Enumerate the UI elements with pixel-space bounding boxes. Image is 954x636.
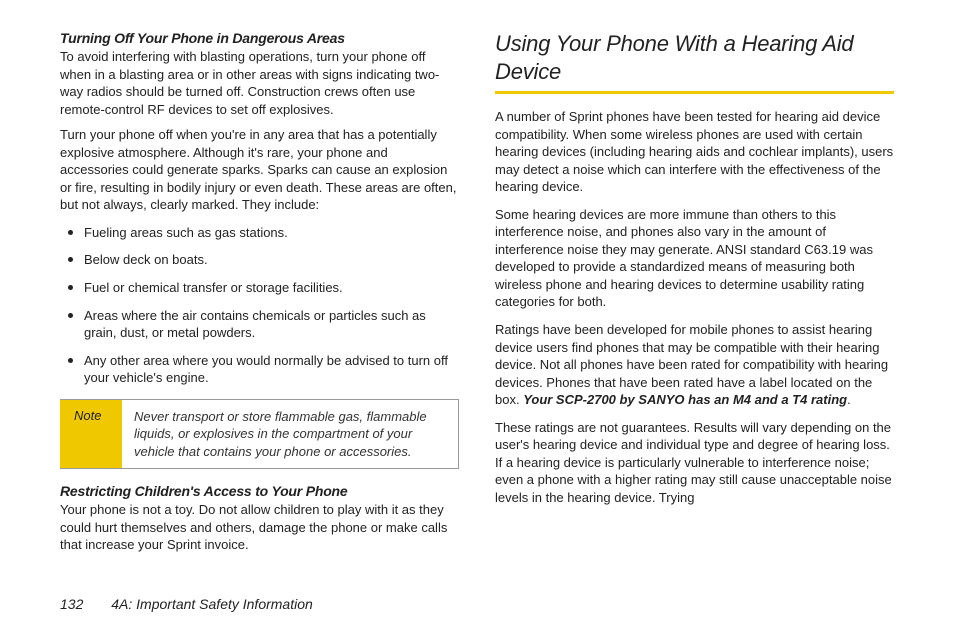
list-item: Below deck on boats. — [60, 251, 459, 269]
note-label: Note — [60, 400, 122, 469]
page-number: 132 — [60, 596, 83, 612]
list-item: Fueling areas such as gas stations. — [60, 224, 459, 242]
para-children: Your phone is not a toy. Do not allow ch… — [60, 501, 459, 554]
list-item: Areas where the air contains chemicals o… — [60, 307, 459, 342]
page-footer: 132 4A: Important Safety Information — [60, 596, 313, 612]
para-hearing-1: A number of Sprint phones have been test… — [495, 108, 894, 196]
list-item: Fuel or chemical transfer or storage fac… — [60, 279, 459, 297]
list-item: Any other area where you would normally … — [60, 352, 459, 387]
left-column: Turning Off Your Phone in Dangerous Area… — [60, 30, 459, 554]
footer-section-label: 4A: Important Safety Information — [111, 596, 313, 612]
para-hearing-3: Ratings have been developed for mobile p… — [495, 321, 894, 409]
manual-page: Turning Off Your Phone in Dangerous Area… — [0, 0, 954, 636]
rating-statement: Your SCP-2700 by SANYO has an M4 and a T… — [523, 392, 847, 407]
section-title-hearing-aid: Using Your Phone With a Hearing Aid Devi… — [495, 30, 894, 94]
note-text: Never transport or store flammable gas, … — [122, 400, 458, 469]
para-hearing-4: These ratings are not guarantees. Result… — [495, 419, 894, 507]
right-column: Using Your Phone With a Hearing Aid Devi… — [495, 30, 894, 554]
subheading-dangerous-areas: Turning Off Your Phone in Dangerous Area… — [60, 30, 459, 46]
para-explosive-atmosphere: Turn your phone off when you're in any a… — [60, 126, 459, 214]
note-callout: Note Never transport or store flammable … — [60, 399, 459, 470]
hazard-areas-list: Fueling areas such as gas stations. Belo… — [60, 224, 459, 387]
para-blasting: To avoid interfering with blasting opera… — [60, 48, 459, 118]
subheading-children-access: Restricting Children's Access to Your Ph… — [60, 483, 459, 499]
two-column-layout: Turning Off Your Phone in Dangerous Area… — [60, 30, 894, 554]
para-hearing-3c: . — [847, 392, 851, 407]
para-hearing-2: Some hearing devices are more immune tha… — [495, 206, 894, 311]
